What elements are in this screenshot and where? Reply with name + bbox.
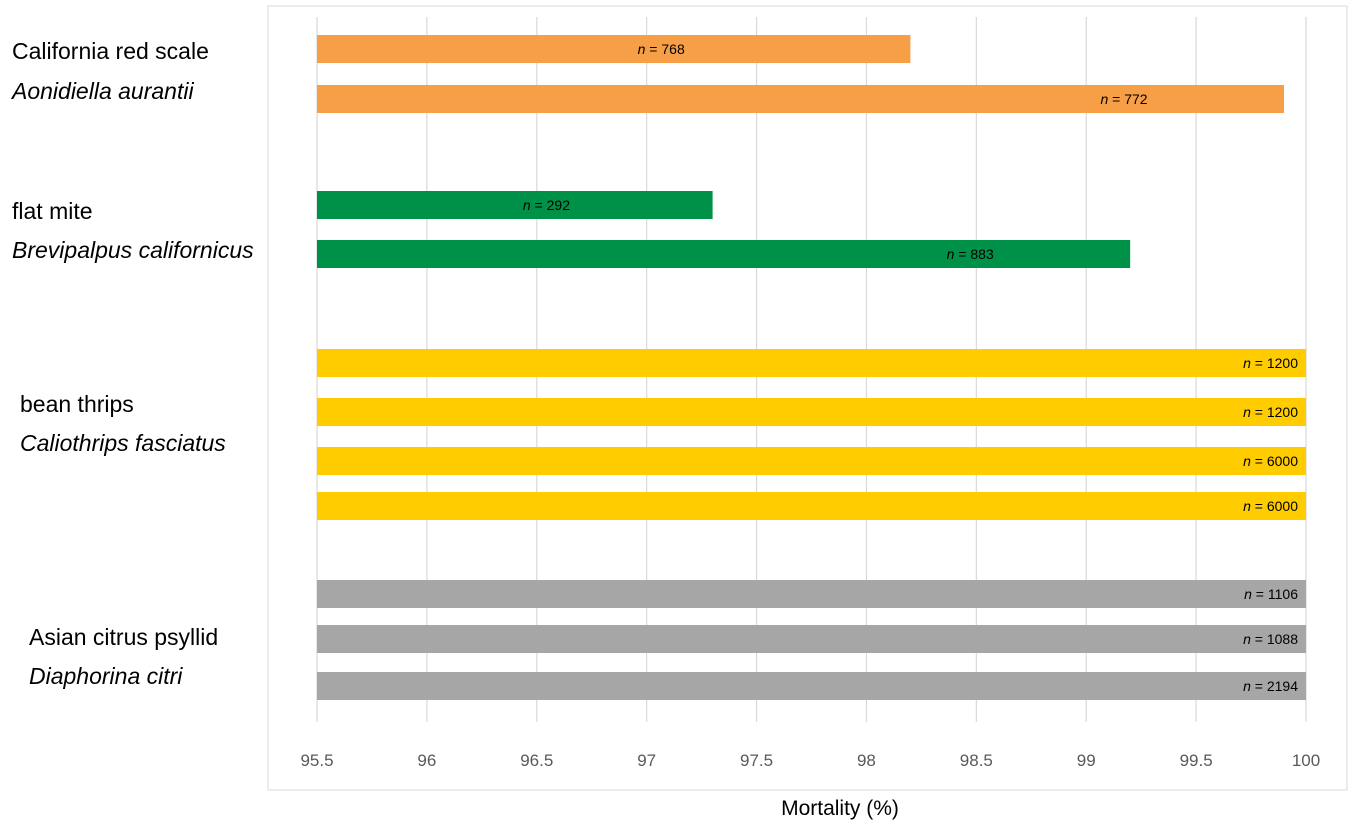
bar-data-label-sep: = bbox=[1251, 404, 1267, 420]
bars bbox=[317, 35, 1306, 700]
bar-data-label-prefix: n bbox=[1100, 91, 1108, 107]
bar-data-label-value: 2194 bbox=[1267, 678, 1298, 694]
bar-data-label-prefix: n bbox=[1243, 631, 1251, 647]
x-axis-title: Mortality (%) bbox=[781, 797, 899, 820]
bar-data-label: n = 1200 bbox=[1243, 355, 1298, 371]
bar-data-label-prefix: n bbox=[1243, 453, 1251, 469]
bar-data-label-sep: = bbox=[531, 197, 547, 213]
x-tick-label: 96 bbox=[417, 751, 436, 770]
bar bbox=[317, 191, 713, 219]
bar-data-label-sep: = bbox=[1108, 91, 1124, 107]
bar-data-label-sep: = bbox=[1252, 586, 1268, 602]
bar bbox=[317, 625, 1306, 653]
bar-data-label-sep: = bbox=[1251, 355, 1267, 371]
bar-data-label-prefix: n bbox=[638, 41, 646, 57]
bar bbox=[317, 85, 1285, 113]
x-tick-labels: 95.5 96 96.5 97 97.5 98 98.5 99 99.5 100 bbox=[300, 751, 1320, 770]
bar-data-label: n = 768 bbox=[638, 41, 685, 57]
bar-data-label: n = 6000 bbox=[1243, 453, 1298, 469]
species-latin-name: Caliothrips fasciatus bbox=[20, 430, 226, 456]
species-latin-name: Brevipalpus californicus bbox=[12, 237, 254, 263]
species-common-name: bean thrips bbox=[20, 391, 134, 417]
x-tick-label: 99 bbox=[1077, 751, 1096, 770]
bar-data-label: n = 6000 bbox=[1243, 498, 1298, 514]
bar bbox=[317, 672, 1306, 700]
bar-data-label-sep: = bbox=[1251, 498, 1267, 514]
bar-data-label-prefix: n bbox=[947, 246, 955, 262]
bar-data-label-prefix: n bbox=[1243, 355, 1251, 371]
bar-data-label-prefix: n bbox=[1243, 678, 1251, 694]
bar-data-label-prefix: n bbox=[1243, 404, 1251, 420]
bar-data-label-value: 1088 bbox=[1267, 631, 1298, 647]
species-latin-name: Aonidiella aurantii bbox=[10, 78, 194, 104]
bar-data-label: n = 1106 bbox=[1244, 586, 1298, 602]
bar-data-label-sep: = bbox=[1251, 631, 1267, 647]
bar-data-label-value: 6000 bbox=[1267, 453, 1298, 469]
bar bbox=[317, 349, 1306, 377]
species-latin-name: Diaphorina citri bbox=[29, 663, 183, 689]
x-tick-label: 96.5 bbox=[520, 751, 553, 770]
bar-data-label: n = 883 bbox=[947, 246, 994, 262]
bar-data-label-value: 772 bbox=[1124, 91, 1148, 107]
x-tick-label: 97.5 bbox=[740, 751, 773, 770]
x-tick-label: 95.5 bbox=[300, 751, 333, 770]
species-common-name: Asian citrus psyllid bbox=[29, 624, 218, 650]
bar-data-label-value: 1200 bbox=[1267, 355, 1298, 371]
bar-data-label-value: 768 bbox=[661, 41, 685, 57]
x-tick-label: 98 bbox=[857, 751, 876, 770]
bar bbox=[317, 447, 1306, 475]
bar bbox=[317, 580, 1306, 608]
bar-data-label-value: 1106 bbox=[1268, 586, 1298, 602]
bar-data-label: n = 2194 bbox=[1243, 678, 1298, 694]
x-tick-label: 97 bbox=[637, 751, 656, 770]
x-tick-label: 99.5 bbox=[1180, 751, 1213, 770]
bar-data-label-sep: = bbox=[645, 41, 661, 57]
bar-data-label-value: 6000 bbox=[1267, 498, 1298, 514]
bar bbox=[317, 240, 1131, 268]
bar-data-label-value: 1200 bbox=[1267, 404, 1298, 420]
bar-data-label-prefix: n bbox=[523, 197, 531, 213]
x-tick-label: 100 bbox=[1292, 751, 1320, 770]
species-labels: California red scale Aonidiella aurantii f… bbox=[10, 38, 254, 689]
bar-data-label: n = 1200 bbox=[1243, 404, 1298, 420]
x-tick-label: 98.5 bbox=[960, 751, 993, 770]
bar-data-label-value: 292 bbox=[547, 197, 571, 213]
bar-data-label-prefix: n bbox=[1243, 498, 1251, 514]
bar-data-label-value: 883 bbox=[970, 246, 994, 262]
bar-data-label-sep: = bbox=[1251, 453, 1267, 469]
bar-data-label: n = 292 bbox=[523, 197, 570, 213]
species-common-name: California red scale bbox=[12, 38, 209, 64]
bar bbox=[317, 398, 1306, 426]
bar bbox=[317, 35, 911, 63]
bar-data-label-sep: = bbox=[954, 246, 970, 262]
bar-data-label-prefix: n bbox=[1244, 586, 1252, 602]
species-common-name: flat mite bbox=[12, 198, 93, 224]
bar-data-label-sep: = bbox=[1251, 678, 1267, 694]
bar-data-label: n = 772 bbox=[1100, 91, 1147, 107]
bar-data-label: n = 1088 bbox=[1243, 631, 1298, 647]
bar bbox=[317, 492, 1306, 520]
